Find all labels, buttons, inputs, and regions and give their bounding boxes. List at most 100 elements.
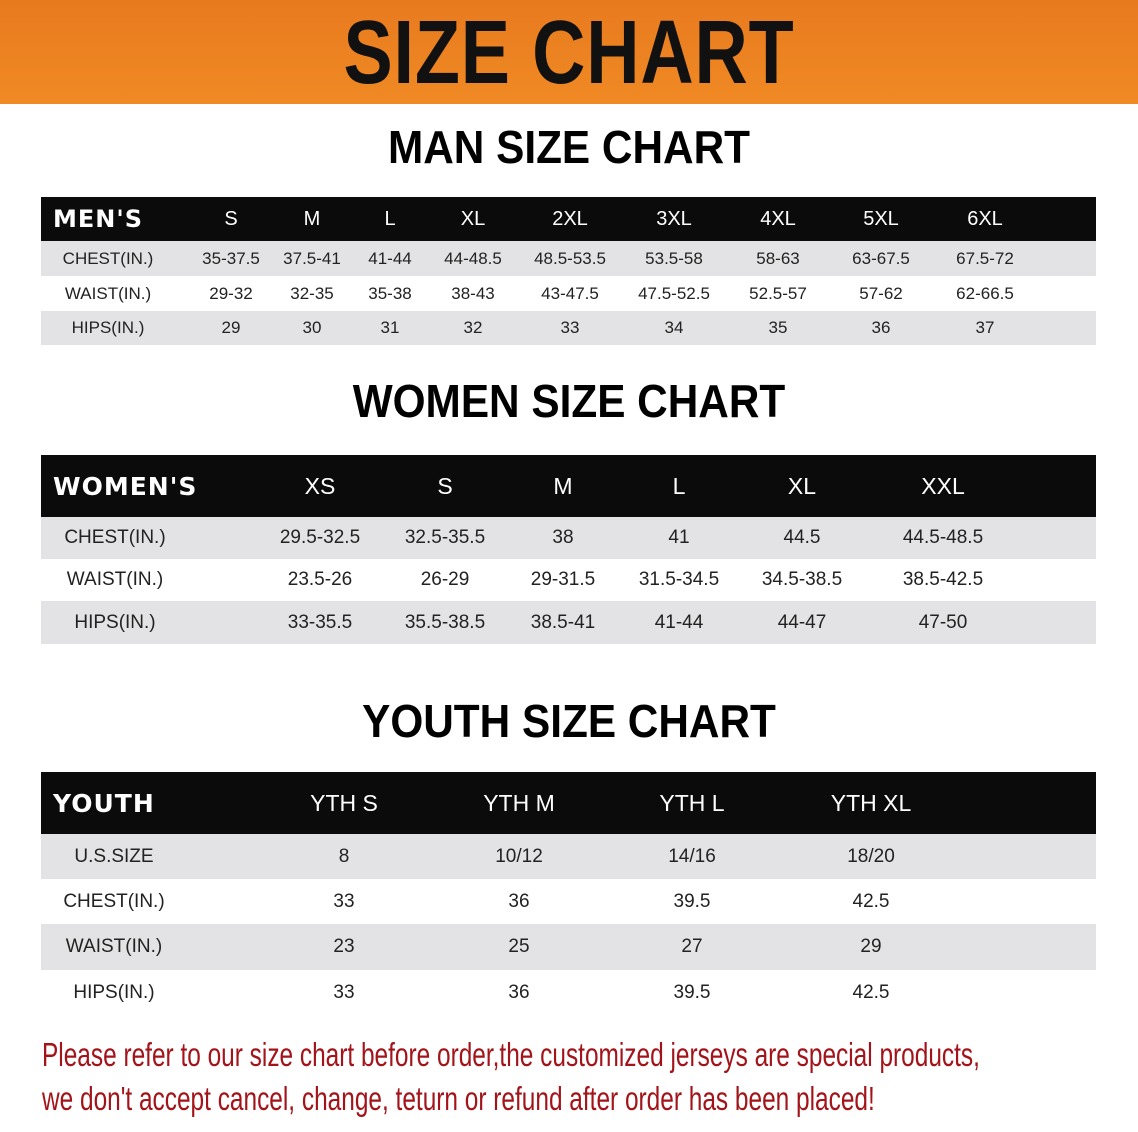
women-value-cell: 38 xyxy=(552,527,574,548)
men-value-cell: 48.5-53.5 xyxy=(534,248,606,268)
men-value-cell: 38-43 xyxy=(451,283,495,303)
men-value-cell: 47.5-52.5 xyxy=(638,283,710,303)
men-size-header: L xyxy=(384,207,396,230)
men-value-cell: 58-63 xyxy=(756,248,800,268)
women-size-header: XL xyxy=(787,472,817,499)
women-value-cell: 44.5 xyxy=(783,527,821,548)
men-corner-label: MEN'S xyxy=(53,205,143,233)
women-table-row: WAIST(IN.) 23.5-26 26-29 29-31.5 31.5-34.5 34… xyxy=(41,559,1096,601)
women-table-row: CHEST(IN.) 29.5-32.5 32.5-35.5 38 41 44.5 44.5… xyxy=(41,517,1096,559)
youth-value-cell: 25 xyxy=(508,936,530,957)
women-table-row: HIPS(IN.) 33-35.5 35.5-38.5 38.5-41 41-44 44-… xyxy=(41,601,1096,644)
men-row-label: WAIST(IN.) xyxy=(64,283,152,303)
women-value-cell: 29.5-32.5 xyxy=(279,527,361,548)
men-value-cell: 37.5-41 xyxy=(283,248,341,268)
men-section-title: MAN SIZE CHART xyxy=(387,121,751,173)
order-note-line-2: we don't accept cancel, change, teturn o… xyxy=(42,1080,875,1117)
men-value-cell: 35 xyxy=(768,318,788,337)
youth-value-cell: 10/12 xyxy=(495,845,543,867)
men-value-cell: 43-47.5 xyxy=(541,283,599,303)
men-value-cell: 67.5-72 xyxy=(956,248,1014,268)
men-table-row: HIPS(IN.) 29 30 31 32 33 34 35 36 37 xyxy=(41,311,1096,345)
women-corner-label: WOMEN'S xyxy=(53,471,198,501)
men-value-cell: 62-66.5 xyxy=(956,283,1014,303)
women-row-label: CHEST(IN.) xyxy=(64,527,166,548)
youth-value-cell: 23 xyxy=(333,936,355,957)
youth-table-row: CHEST(IN.) 33 36 39.5 42.5 xyxy=(41,879,1096,924)
women-value-cell: 47-50 xyxy=(918,611,968,633)
men-value-cell: 53.5-58 xyxy=(645,248,703,268)
youth-size-header: YTH S xyxy=(310,789,378,816)
women-size-header: XXL xyxy=(921,472,965,499)
women-value-cell: 29-31.5 xyxy=(530,569,596,590)
youth-size-header: YTH XL xyxy=(830,789,912,816)
women-size-header: L xyxy=(672,472,686,499)
men-value-cell: 32-35 xyxy=(290,283,334,303)
youth-table-row: U.S.SIZE 8 10/12 14/16 18/20 xyxy=(41,834,1096,879)
youth-table-row: HIPS(IN.) 33 36 39.5 42.5 xyxy=(41,970,1096,1015)
youth-row-label: WAIST(IN.) xyxy=(65,936,163,957)
women-value-cell: 33-35.5 xyxy=(287,611,353,633)
youth-size-table: YOUTH YTH S YTH M YTH L YTH XL U.S.SIZE 8 10/12… xyxy=(41,772,1096,1015)
women-value-cell: 26-29 xyxy=(420,569,470,590)
order-note-line-1: Please refer to our size chart before or… xyxy=(42,1036,980,1073)
women-size-header: XS xyxy=(304,472,336,499)
men-value-cell: 52.5-57 xyxy=(749,283,807,303)
women-value-cell: 34.5-38.5 xyxy=(761,569,843,590)
men-value-cell: 35-37.5 xyxy=(202,248,260,268)
women-value-cell: 38.5-41 xyxy=(530,611,596,633)
men-table-row: WAIST(IN.) 29-32 32-35 35-38 38-43 43-47.5 47.… xyxy=(41,276,1096,311)
men-table-row: CHEST(IN.) 35-37.5 37.5-41 41-44 44-48.5 48.5… xyxy=(41,241,1096,276)
youth-value-cell: 27 xyxy=(681,936,703,957)
youth-value-cell: 14/16 xyxy=(668,845,716,867)
youth-value-cell: 33 xyxy=(333,890,355,912)
men-value-cell: 29 xyxy=(221,318,241,337)
men-value-cell: 36 xyxy=(871,318,891,337)
men-size-header: 2XL xyxy=(552,207,588,230)
youth-value-cell: 39.5 xyxy=(673,890,711,912)
men-value-cell: 34 xyxy=(664,318,684,337)
women-value-cell: 41 xyxy=(668,527,690,548)
youth-value-cell: 42.5 xyxy=(852,981,890,1003)
men-size-header: S xyxy=(224,207,238,230)
youth-row-label: HIPS(IN.) xyxy=(73,981,155,1003)
women-value-cell: 35.5-38.5 xyxy=(404,611,486,633)
men-value-cell: 37 xyxy=(975,318,995,337)
men-size-header: XL xyxy=(460,207,486,230)
men-value-cell: 41-44 xyxy=(368,248,412,268)
men-size-header: 4XL xyxy=(760,207,796,230)
youth-value-cell: 36 xyxy=(508,981,530,1003)
men-value-cell: 57-62 xyxy=(859,283,903,303)
men-value-cell: 33 xyxy=(560,318,580,337)
women-section-title: WOMEN SIZE CHART xyxy=(352,375,786,427)
women-value-cell: 44-47 xyxy=(777,611,827,633)
women-header-row: WOMEN'S XS S M L XL XXL xyxy=(41,455,1096,517)
youth-value-cell: 18/20 xyxy=(847,845,895,867)
men-size-table: MEN'S S M L XL 2XL 3XL 4XL 5XL 6XL CHEST(IN.) 35-37… xyxy=(41,197,1096,345)
women-size-header: M xyxy=(553,472,573,499)
men-value-cell: 35-38 xyxy=(368,283,412,303)
banner-title: SIZE CHART xyxy=(343,3,795,103)
youth-corner-label: YOUTH xyxy=(53,788,155,818)
men-value-cell: 44-48.5 xyxy=(444,248,502,268)
men-value-cell: 29-32 xyxy=(209,283,253,303)
youth-size-header: YTH L xyxy=(659,789,725,816)
youth-value-cell: 36 xyxy=(508,890,530,912)
men-row-label: CHEST(IN.) xyxy=(62,248,154,268)
men-value-cell: 63-67.5 xyxy=(852,248,910,268)
youth-size-header: YTH M xyxy=(483,789,555,816)
youth-value-cell: 33 xyxy=(333,981,355,1003)
women-value-cell: 23.5-26 xyxy=(287,569,353,590)
men-size-header: 5XL xyxy=(863,207,899,230)
men-row-label: HIPS(IN.) xyxy=(71,318,145,337)
youth-value-cell: 42.5 xyxy=(852,890,890,912)
women-value-cell: 38.5-42.5 xyxy=(902,569,984,590)
women-row-label: HIPS(IN.) xyxy=(74,611,156,633)
men-size-header: 6XL xyxy=(967,207,1003,230)
youth-row-label: U.S.SIZE xyxy=(74,845,154,867)
women-value-cell: 44.5-48.5 xyxy=(902,527,984,548)
women-value-cell: 41-44 xyxy=(654,611,704,633)
youth-section-title: YOUTH SIZE CHART xyxy=(362,695,776,747)
youth-row-label: CHEST(IN.) xyxy=(63,890,165,912)
